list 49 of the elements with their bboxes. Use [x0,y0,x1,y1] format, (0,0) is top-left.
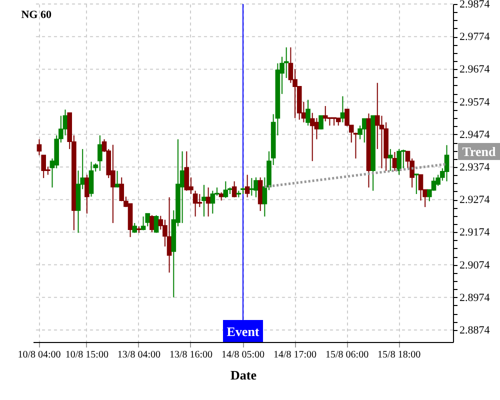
candlestick [114,170,120,188]
x-axis-title: Date [230,368,257,382]
candlestick [414,174,419,195]
y-tick-label: 2.9374 [460,161,490,174]
candlestick [150,214,154,233]
x-tick-label: 10/8 15:00 [65,350,108,360]
x-tick-label: 13/8 04:00 [117,350,160,360]
y-tick-label: 2.9574 [460,96,490,108]
y-tick-label: 2.9074 [460,259,490,272]
candlestick [444,144,450,182]
candlestick [232,180,237,198]
candlestick [223,180,228,198]
y-tick-label: 2.8874 [460,324,490,336]
x-tick-label: 15/8 18:00 [378,350,421,360]
candlestick [145,213,150,227]
candlestick [210,190,216,214]
y-tick-label: 2.8974 [460,292,490,304]
candlestick [202,184,206,218]
x-tick-label: 14/8 17:00 [273,350,317,360]
x-tick-label: 15/8 06:00 [326,350,369,360]
x-tick-label: 14/8 05:00 [221,350,265,360]
candlestick [244,174,250,198]
candlestick [140,216,146,231]
candlestick [88,161,94,198]
candlestick [197,194,202,208]
candlestick [184,150,190,192]
candlestick [154,214,159,234]
x-tick-label: 10/8 04:00 [18,350,61,360]
y-tick-label: 2.9274 [460,194,490,206]
y-tick-label: 2.9874 [460,0,490,10]
series-label: Trend [462,144,496,160]
candlestick [132,222,138,234]
candlestick [258,176,263,212]
y-tick-label: 2.9774 [460,31,490,44]
chart-title: NG 60 [21,9,52,21]
candlestick [310,112,315,162]
y-tick-label: 2.9474 [460,128,490,141]
candlestick [418,174,424,202]
ref-line-label: Event [226,324,260,339]
candlestick [388,148,393,172]
y-tick-label: 2.9674 [460,64,490,76]
candlestick [318,115,324,130]
x-tick-label: 13/8 16:00 [169,350,213,360]
y-tick-label: 2.9174 [460,226,490,239]
candlestick [362,118,367,144]
candlestick [254,176,258,198]
candlestick [322,106,328,122]
candlestick [306,99,310,126]
candlestick [84,174,90,214]
